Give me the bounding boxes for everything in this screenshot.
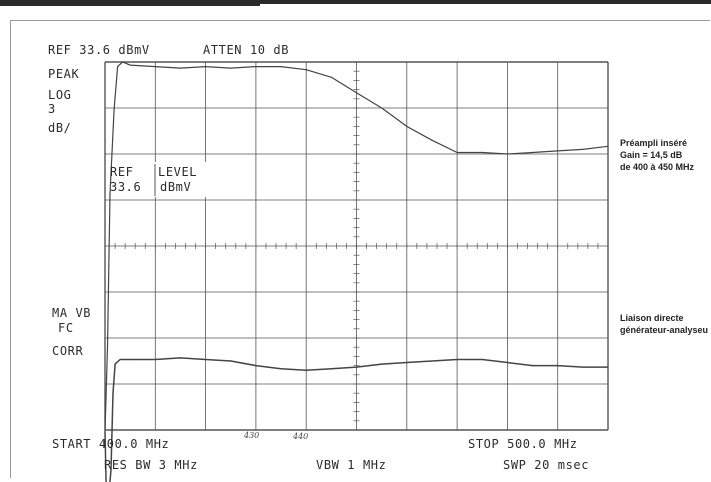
direct-note-line2: générateur-analyseur — [620, 325, 708, 335]
fc-label: FC — [58, 321, 74, 335]
trace-direct-point — [179, 357, 181, 359]
trace-preamp-point — [330, 76, 332, 78]
ref-level-readout: REF 33.6 dBmV — [48, 43, 150, 57]
attenuation-readout: ATTEN 10 dB — [203, 43, 290, 57]
ma-vb-label: MA VB — [52, 306, 92, 320]
trace-direct-point — [355, 366, 358, 368]
traces — [104, 61, 609, 482]
trace-preamp-point — [280, 66, 282, 68]
trace-direct-point — [104, 430, 106, 433]
trace-preamp-point — [531, 151, 534, 154]
log-scale-label: LOG — [48, 88, 72, 102]
ref-level-box-value: 33.6 — [110, 180, 142, 194]
trace-direct-point — [154, 358, 156, 361]
preamp-note-line2: Gain = 14,5 dB — [620, 150, 683, 160]
trace-preamp-point — [355, 92, 358, 94]
detector-mode-label: PEAK — [48, 67, 80, 81]
resolution-bandwidth: RES BW 3 MHz — [104, 458, 198, 472]
trace-preamp-point — [230, 67, 232, 69]
trace-preamp-point — [456, 151, 458, 154]
trace-direct-point — [305, 369, 307, 371]
trace-preamp-point — [406, 125, 408, 127]
trace-direct-point — [506, 361, 508, 364]
start-frequency: START 400.0 MHz — [52, 437, 170, 451]
preamp-note-line3: de 400 à 450 MHz — [620, 162, 695, 172]
trace-preamp-point — [113, 108, 115, 111]
sweep-time: SWP 20 msec — [503, 458, 590, 472]
trace-preamp-point — [506, 153, 508, 155]
trace-preamp-point — [129, 64, 131, 66]
trace-preamp-point — [154, 66, 156, 68]
trace-preamp-point — [205, 66, 207, 68]
trace-preamp-point — [179, 67, 181, 69]
top-frame-bar — [0, 0, 711, 6]
trace-preamp-point — [106, 346, 109, 348]
trace-direct-point — [205, 358, 207, 361]
trace-preamp-point — [582, 148, 584, 150]
trace-direct-point — [280, 368, 282, 370]
preamp-note-line1: Préampli inséré — [620, 138, 688, 148]
trace-preamp-point — [481, 151, 483, 154]
trace-preamp-point — [431, 139, 433, 141]
trace-direct-point — [431, 360, 433, 362]
trace-preamp-point — [122, 61, 124, 63]
trace-direct-point — [381, 363, 383, 365]
trace-direct-point — [110, 469, 112, 471]
trace-direct-point — [481, 358, 483, 361]
corr-label: CORR — [52, 344, 84, 358]
trace-direct-point — [230, 360, 232, 362]
top-frame-tab — [0, 4, 260, 6]
trace-preamp-point — [255, 66, 257, 68]
stop-frequency: STOP 500.0 MHz — [468, 437, 578, 451]
ref-level-box-level: LEVEL — [158, 165, 198, 179]
trace-preamp-point — [305, 69, 307, 71]
trace-direct-point — [406, 361, 408, 364]
trace-direct-point — [112, 392, 114, 394]
video-bandwidth: VBW 1 MHz — [316, 458, 387, 472]
trace-direct-point — [607, 366, 609, 368]
trace-direct-point — [330, 368, 332, 370]
trace-preamp-point — [607, 145, 609, 147]
trace-direct-point — [531, 365, 534, 367]
trace-direct-point — [582, 366, 584, 368]
handwritten-430: 430 — [244, 431, 260, 440]
trace-preamp-point — [557, 150, 559, 152]
trace-preamp-point — [117, 66, 119, 68]
direct-note-line1: Liaison directe — [620, 313, 684, 323]
scale-value-label: 3 — [48, 102, 56, 116]
figure-border — [10, 20, 710, 478]
trace-direct-point — [456, 358, 458, 361]
scale-unit-label: dB/ — [48, 121, 72, 135]
handwritten-440: 440 — [293, 432, 309, 441]
trace-preamp-point — [109, 193, 111, 195]
ref-level-box-bg — [106, 162, 206, 197]
trace-direct-point — [119, 358, 121, 361]
trace-direct-point — [129, 358, 131, 361]
trace-preamp-point — [381, 107, 383, 109]
trace-direct-point — [557, 365, 559, 367]
trace-direct-point — [255, 365, 257, 367]
graticule — [104, 61, 609, 431]
ref-level-box-unit: dBmV — [160, 180, 192, 194]
ref-level-box-ref: REF — [110, 165, 134, 179]
trace-direct-point — [114, 363, 116, 365]
trace-preamp — [104, 61, 609, 432]
